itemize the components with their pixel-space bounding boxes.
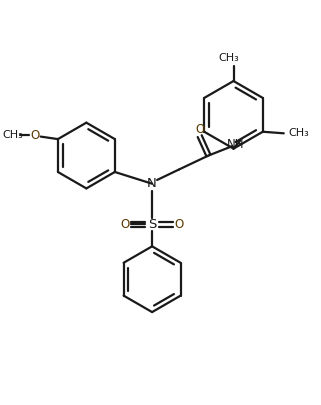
Text: S: S [148, 218, 156, 231]
Text: CH₃: CH₃ [3, 130, 23, 141]
Text: CH₃: CH₃ [289, 128, 309, 138]
Text: N: N [147, 177, 157, 190]
Text: CH₃: CH₃ [219, 53, 239, 64]
Text: NH: NH [227, 138, 245, 151]
Text: O: O [30, 129, 40, 142]
Text: O: O [195, 124, 204, 136]
Text: O: O [174, 218, 183, 231]
Text: O: O [121, 218, 130, 231]
